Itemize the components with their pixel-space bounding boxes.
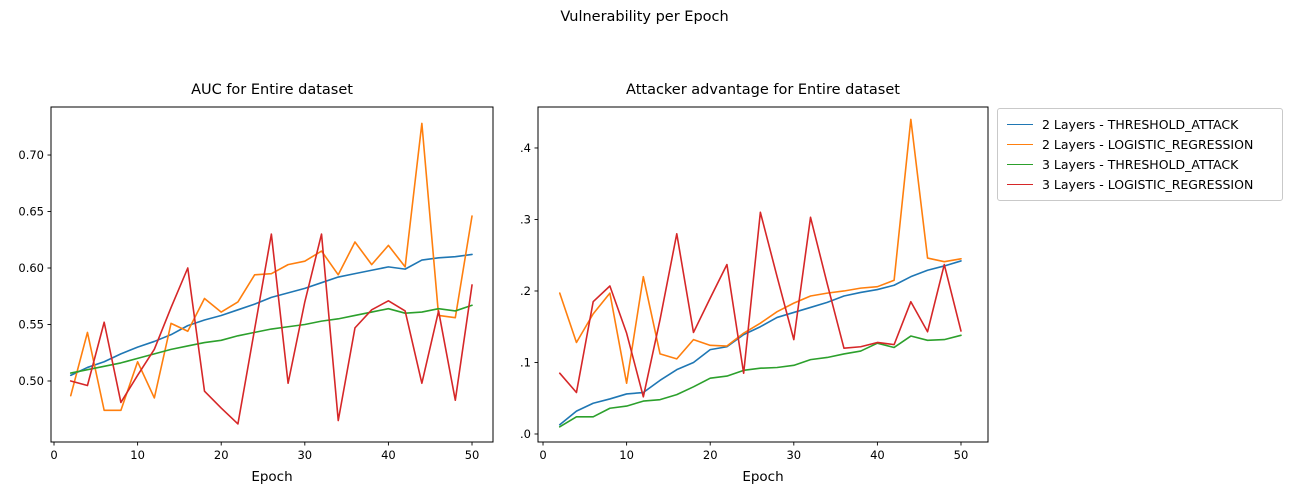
series-line-3-layers-threshold-attack [558, 334, 962, 428]
x-tick-label: 50 [465, 448, 480, 462]
x-axis-label: Epoch [251, 469, 292, 485]
y-tick-label: 0.3 [520, 212, 531, 226]
y-tick-label: 0.4 [520, 141, 531, 155]
x-tick-label: 40 [381, 448, 396, 462]
legend-item-3-layers-logistic-regression: 3 Layers - LOGISTIC_REGRESSION [1007, 177, 1273, 192]
y-tick-label: 0.1 [520, 355, 531, 369]
legend-line-swatch [1007, 163, 1033, 165]
attacker-advantage-chart: 0 10 20 30 40 50 0.0 0.1 0.2 0.3 0.4 Attacker advan… [520, 82, 989, 485]
x-axis-label: Epoch [742, 469, 783, 485]
x-tick-label: 10 [619, 448, 634, 462]
x-tick-label: 10 [130, 448, 145, 462]
x-tick-label: 50 [954, 448, 969, 462]
legend-label: 3 Layers - LOGISTIC_REGRESSION [1042, 176, 1254, 192]
series-line-2-layers-threshold-attack [558, 260, 962, 426]
legend-item-2-layers-logistic-regression: 2 Layers - LOGISTIC_REGRESSION [1007, 137, 1273, 152]
series-line-2-layers-logistic-regression [558, 118, 962, 385]
legend-item-2-layers-threshold-attack: 2 Layers - THRESHOLD_ATTACK [1007, 117, 1273, 132]
subplot-title-attacker-advantage-for-entire-dataset: Attacker advantage for Entire dataset [626, 82, 900, 98]
legend-line-swatch [1007, 124, 1033, 126]
series-line-3-layers-logistic-regression [69, 233, 473, 425]
axes-frame [50, 106, 494, 443]
x-tick-label: 30 [297, 448, 312, 462]
legend-label: 2 Layers - LOGISTIC_REGRESSION [1042, 137, 1254, 153]
legend-line-swatch [1007, 144, 1033, 146]
y-tick-label: 0.0 [520, 427, 531, 441]
figure-title: Vulnerability per Epoch [560, 9, 729, 25]
x-tick-label: 0 [50, 448, 57, 462]
legend: 2 Layers - THRESHOLD_ATTACK 2 Layers - LO… [997, 108, 1283, 201]
axes-frame [537, 106, 989, 443]
legend-item-3-layers-threshold-attack: 3 Layers - THRESHOLD_ATTACK [1007, 157, 1273, 172]
x-tick-label: 40 [870, 448, 885, 462]
legend-label: 2 Layers - THRESHOLD_ATTACK [1042, 117, 1239, 133]
y-tick-label: 0.2 [520, 284, 531, 298]
x-tick-label: 30 [786, 448, 801, 462]
y-tick-label: 0.50 [18, 374, 44, 388]
y-tick-label: 0.70 [18, 148, 44, 162]
auc-chart: 0 10 20 30 40 50 0.50 0.55 0.60 0.65 0.70 AUC for E… [18, 82, 494, 485]
x-tick-label: 20 [214, 448, 229, 462]
subplot-title-auc-for-entire-dataset: AUC for Entire dataset [191, 82, 353, 98]
legend-line-swatch [1007, 183, 1033, 185]
legend-label: 3 Layers - THRESHOLD_ATTACK [1042, 156, 1239, 172]
x-tick-label: 20 [703, 448, 718, 462]
x-tick-label: 0 [539, 448, 546, 462]
y-tick-label: 0.65 [18, 205, 44, 219]
series-line-3-layers-logistic-regression [558, 211, 962, 398]
series-line-2-layers-logistic-regression [69, 122, 473, 412]
series-line-2-layers-threshold-attack [69, 253, 473, 377]
y-tick-label: 0.60 [18, 261, 44, 275]
y-tick-label: 0.55 [18, 317, 44, 331]
